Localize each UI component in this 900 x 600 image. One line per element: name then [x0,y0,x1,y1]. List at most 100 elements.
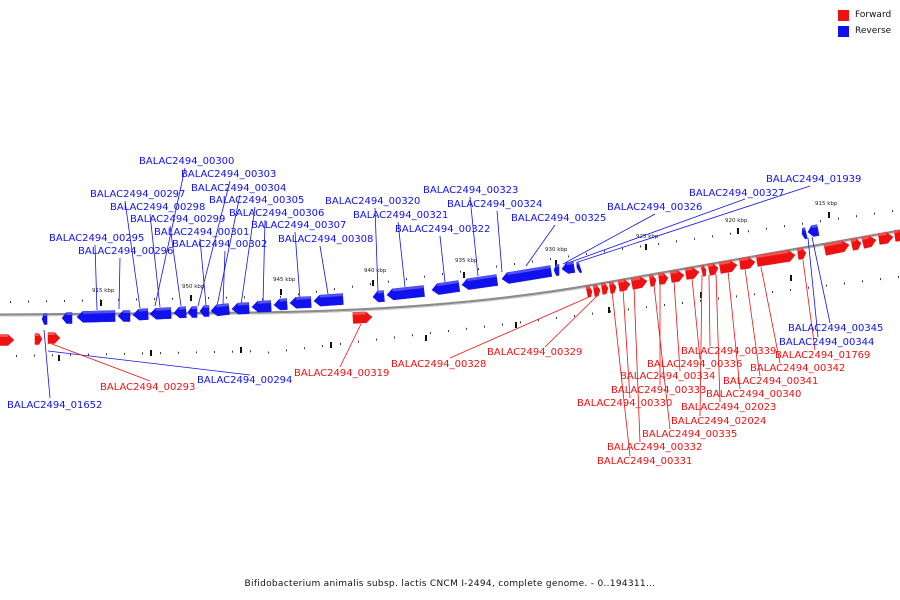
scale-tick-label: 945 kbp [273,277,296,283]
gene-feature[interactable] [600,282,609,295]
gene-label[interactable]: BALAC2494_00307 [251,220,346,231]
gene-feature[interactable] [149,307,172,320]
gene-label[interactable]: BALAC2494_00331 [597,456,692,467]
gene-feature[interactable] [199,305,210,317]
gene-feature[interactable] [630,276,648,290]
gene-label[interactable]: BALAC2494_00333 [611,385,706,396]
scale-tick-label: 935 kbp [455,258,478,264]
gene-feature[interactable] [187,306,198,318]
gene-feature[interactable] [575,261,583,274]
gene-label[interactable]: BALAC2494_00326 [607,202,702,213]
gene-label[interactable]: BALAC2494_00295 [49,233,144,244]
gene-feature[interactable] [850,238,862,251]
gene-label[interactable]: BALAC2494_00302 [172,239,267,250]
gene-label[interactable]: BALAC2494_00328 [391,359,486,370]
gene-feature[interactable] [738,257,756,270]
gene-label[interactable]: BALAC2494_00341 [723,376,818,387]
gene-feature[interactable] [700,264,708,277]
gene-label[interactable]: BALAC2494_02024 [671,416,766,427]
gene-feature[interactable] [47,332,61,344]
gene-label[interactable]: BALAC2494_00344 [779,337,874,348]
gene-feature[interactable] [823,240,850,256]
gene-feature[interactable] [893,229,900,242]
gene-feature[interactable] [669,270,685,283]
gene-feature[interactable] [501,265,553,285]
gene-label[interactable]: BALAC2494_00330 [577,398,672,409]
reverse-swatch [838,26,849,37]
gene-feature[interactable] [755,250,796,267]
gene-feature[interactable] [289,296,312,309]
gene-label[interactable]: BALAC2494_00329 [487,347,582,358]
gene-label[interactable]: BALAC2494_00300 [139,156,234,167]
gene-feature[interactable] [608,281,617,294]
gene-label[interactable]: BALAC2494_00322 [395,224,490,235]
gene-label[interactable]: BALAC2494_00305 [209,195,304,206]
gene-label[interactable]: BALAC2494_01652 [7,400,102,411]
gene-feature[interactable] [431,280,461,296]
gene-feature[interactable] [273,298,288,311]
gene-label[interactable]: BALAC2494_00336 [647,359,742,370]
gene-feature[interactable] [797,247,807,260]
gene-feature[interactable] [807,224,820,238]
gene-label[interactable]: BALAC2494_00298 [110,202,205,213]
gene-label[interactable]: BALAC2494_00342 [750,363,845,374]
gene-label[interactable]: BALAC2494_00308 [278,234,373,245]
gene-label[interactable]: BALAC2494_00306 [229,208,324,219]
gene-label[interactable]: BALAC2494_00332 [607,442,702,453]
gene-label[interactable]: BALAC2494_00345 [788,323,883,334]
gene-label[interactable]: BALAC2494_00319 [294,368,389,379]
scale-ticks: 915 kbp 930 kbp 935 kbp 940 kbp 945 kbp 950 k… [58,201,838,361]
gene-feature[interactable] [592,284,601,297]
gene-feature[interactable] [41,313,48,325]
gene-label[interactable]: BALAC2494_00301 [154,227,249,238]
gene-label[interactable]: BALAC2494_00304 [191,183,286,194]
gene-feature[interactable] [561,261,576,275]
gene-feature[interactable] [313,293,344,307]
gene-label[interactable]: BALAC2494_01939 [766,174,861,185]
gene-label[interactable]: BALAC2494_01769 [775,350,870,361]
gene-feature[interactable] [231,302,250,315]
gene-label[interactable]: BALAC2494_00339 [681,346,776,357]
gene-feature[interactable] [718,260,738,274]
gene-feature[interactable] [251,300,272,313]
gene-label[interactable]: BALAC2494_00294 [197,375,292,386]
gene-feature[interactable] [585,285,593,298]
gene-label[interactable]: BALAC2494_00321 [353,210,448,221]
gene-feature[interactable] [0,334,15,346]
gene-feature[interactable] [117,310,131,322]
gene-feature[interactable] [648,274,657,287]
gene-label[interactable]: BALAC2494_00325 [511,213,606,224]
gene-label[interactable]: BALAC2494_00324 [447,199,542,210]
gene-feature[interactable] [61,312,73,324]
gene-feature[interactable] [173,306,187,319]
gene-label[interactable]: BALAC2494_00323 [423,185,518,196]
gene-feature[interactable] [372,290,385,303]
gene-label[interactable]: BALAC2494_00320 [325,196,420,207]
gene-feature[interactable] [210,303,230,317]
gene-feature[interactable] [801,227,808,240]
gene-feature[interactable] [34,333,43,345]
gene-label[interactable]: BALAC2494_00303 [181,169,276,180]
gene-feature[interactable] [76,310,116,323]
gene-label[interactable]: BALAC2494_00297 [90,189,185,200]
gene-feature[interactable] [461,274,499,291]
gene-label[interactable]: BALAC2494_00334 [620,371,715,382]
gene-feature[interactable] [132,308,149,321]
gene-label[interactable]: BALAC2494_00299 [130,214,225,225]
gene-feature[interactable] [658,272,669,285]
gene-feature[interactable] [553,264,560,276]
gene-label[interactable]: BALAC2494_00340 [706,389,801,400]
gene-feature[interactable] [861,235,877,249]
gene-label[interactable]: BALAC2494_00327 [689,188,784,199]
gene-feature[interactable] [877,232,894,245]
gene-feature[interactable] [352,311,373,324]
map-caption: Bifidobacterium animalis subsp. lactis C… [244,579,656,589]
gene-feature[interactable] [386,285,425,301]
gene-feature[interactable] [707,263,719,276]
gene-label[interactable]: BALAC2494_00296 [78,246,173,257]
gene-feature[interactable] [617,279,631,292]
gene-label[interactable]: BALAC2494_00293 [100,382,195,393]
gene-label[interactable]: BALAC2494_00335 [642,429,737,440]
gene-feature[interactable] [684,267,700,280]
gene-label[interactable]: BALAC2494_02023 [681,402,776,413]
